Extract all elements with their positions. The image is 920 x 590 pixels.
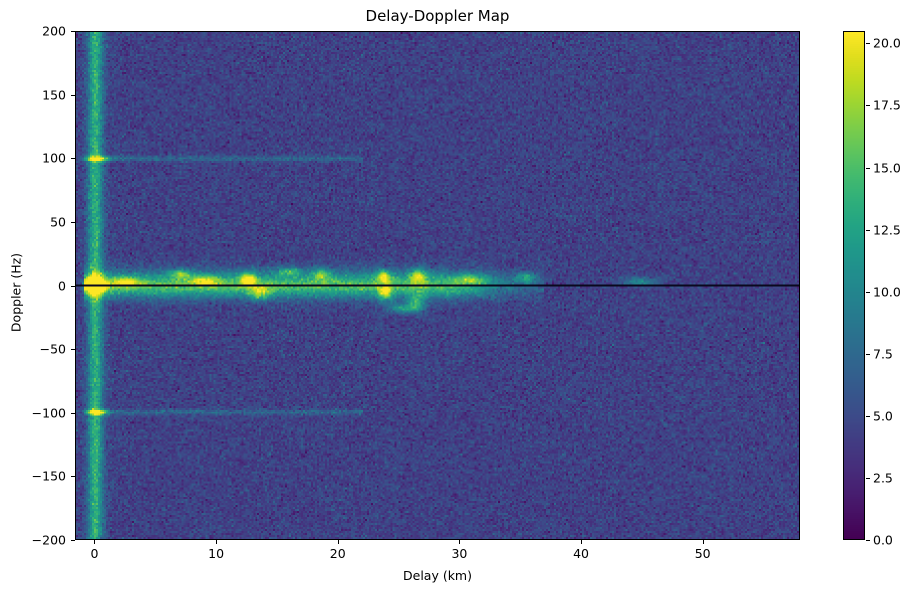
colorbar-tick-label: 12.5 — [873, 222, 901, 238]
x-tick-mark — [94, 540, 96, 544]
plot-area — [75, 31, 800, 540]
y-tick-label: 50 — [50, 214, 66, 230]
x-axis-label: Delay (km) — [403, 568, 472, 583]
colorbar-tick-label: 20.0 — [873, 35, 901, 51]
x-tick-label: 50 — [694, 546, 711, 561]
y-tick-label: 200 — [42, 23, 66, 39]
colorbar-tick-mark — [866, 477, 870, 479]
colorbar-tick-label: 7.5 — [873, 346, 893, 362]
x-tick-mark — [581, 540, 583, 544]
x-tick-label: 30 — [451, 546, 468, 561]
x-tick-mark — [216, 540, 218, 544]
y-tick-mark — [71, 412, 75, 414]
colorbar-tick-mark — [866, 43, 870, 45]
colorbar-tick-label: 15.0 — [873, 160, 901, 176]
x-tick-mark — [459, 540, 461, 544]
colorbar-tick-mark — [866, 540, 870, 541]
y-tick-label: 0 — [58, 278, 66, 293]
delay-doppler-heatmap — [76, 32, 799, 539]
colorbar-tick-mark — [866, 353, 870, 355]
colorbar-tick-mark — [866, 105, 870, 107]
colorbar — [843, 31, 865, 540]
heatmap-canvas-wrapper — [76, 32, 799, 539]
x-tick-label: 40 — [573, 546, 589, 561]
colorbar-tick-label: 10.0 — [873, 284, 901, 300]
y-tick-mark — [71, 540, 75, 541]
y-tick-mark — [71, 94, 75, 96]
x-tick-mark — [337, 540, 339, 544]
y-tick-mark — [71, 285, 75, 287]
colorbar-tick-label: 2.5 — [873, 470, 893, 486]
x-tick-mark — [702, 540, 704, 544]
colorbar-tick-mark — [866, 415, 870, 417]
page-title: Delay-Doppler Map — [365, 7, 510, 25]
y-tick-mark — [71, 31, 75, 32]
colorbar-tick-label: 17.5 — [873, 97, 901, 113]
colorbar-tick-label: 5.0 — [873, 408, 893, 424]
y-tick-mark — [71, 158, 75, 160]
y-tick-label: 100 — [42, 150, 66, 166]
x-tick-label: 20 — [329, 546, 346, 561]
colorbar-tick-mark — [866, 291, 870, 293]
y-tick-label: −200 — [31, 532, 66, 548]
colorbar-tick-label: 0.0 — [873, 532, 893, 548]
colorbar-tick-mark — [866, 167, 870, 169]
y-axis-label: Doppler (Hz) — [8, 252, 24, 333]
colorbar-tick-mark — [866, 229, 870, 231]
y-tick-label: −50 — [39, 341, 66, 357]
y-tick-mark — [71, 476, 75, 478]
y-tick-mark — [71, 349, 75, 351]
y-tick-mark — [71, 221, 75, 223]
x-tick-label: 10 — [208, 546, 225, 561]
y-tick-label: −150 — [31, 468, 66, 484]
colorbar-gradient — [844, 32, 864, 539]
x-tick-label: 0 — [90, 546, 99, 561]
y-tick-label: 150 — [42, 87, 66, 103]
y-tick-label: −100 — [31, 405, 66, 421]
